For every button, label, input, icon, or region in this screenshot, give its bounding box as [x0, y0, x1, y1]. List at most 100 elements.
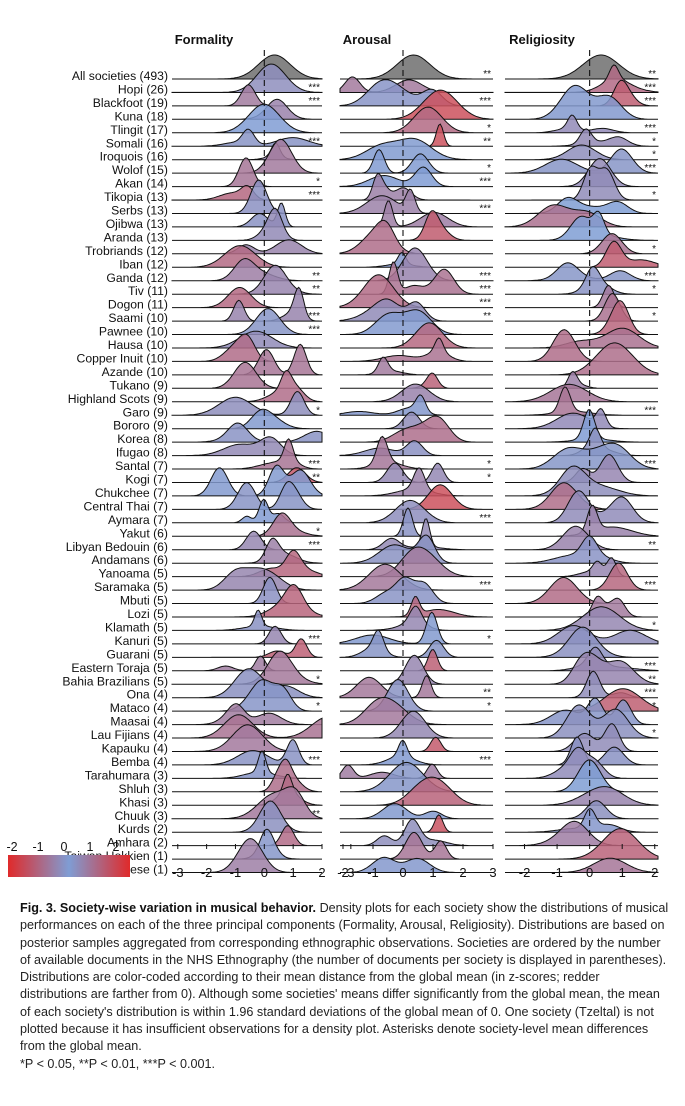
figure-caption: Fig. 3. Society-wise variation in musica… — [20, 900, 670, 1073]
density-ridge — [504, 262, 659, 282]
significance-stars: * — [652, 244, 656, 255]
significance-stars: ** — [648, 674, 656, 685]
density-ridge — [171, 257, 323, 282]
axis-tick-label: -1 — [367, 865, 379, 880]
density-ridge — [340, 739, 493, 766]
significance-stars: *** — [479, 284, 491, 295]
axis-tick-label: 2 — [318, 865, 325, 880]
density-ridge — [505, 857, 659, 873]
significance-stars: *** — [308, 459, 320, 470]
density-ridge — [172, 480, 323, 510]
panel-formality: Formality*******************************… — [171, 32, 354, 880]
significance-stars: *** — [308, 311, 320, 322]
legend-label: -1 — [32, 840, 43, 854]
society-label: Kapauku (4) — [102, 742, 168, 756]
density-ridge — [172, 286, 322, 322]
significance-stars: *** — [479, 755, 491, 766]
density-ridge — [505, 210, 658, 241]
society-label: Chuuk (3) — [114, 809, 168, 823]
significance-stars: * — [316, 405, 320, 416]
significance-stars: ** — [483, 136, 491, 147]
density-ridge — [339, 79, 493, 107]
society-label: Hopi (26) — [118, 82, 168, 96]
society-label: Eastern Toraja (5) — [71, 661, 168, 675]
society-label: Korea (8) — [117, 432, 168, 446]
panel-title: Arousal — [343, 32, 391, 47]
density-ridge — [505, 196, 658, 214]
density-ridge — [340, 309, 493, 335]
density-ridge — [505, 490, 659, 524]
density-ridgeline-figure: All societies (493)Hopi (26)Blackfoot (1… — [6, 32, 659, 880]
density-ridge — [505, 409, 658, 443]
density-ridge — [505, 504, 659, 537]
significance-stars: ** — [483, 311, 491, 322]
legend-label: -2 — [6, 840, 17, 854]
density-ridge — [340, 776, 493, 806]
legend-label: 0 — [61, 840, 68, 854]
significance-stars: *** — [644, 123, 656, 134]
significance-stars: *** — [308, 136, 320, 147]
significance-stars: * — [652, 311, 656, 322]
society-label: Bororo (9) — [113, 419, 168, 433]
density-ridge — [172, 838, 322, 873]
significance-stars: * — [487, 123, 491, 134]
society-label: Guarani (5) — [106, 647, 168, 661]
density-ridge — [171, 390, 323, 416]
density-ridge — [505, 828, 659, 860]
density-ridge — [340, 605, 493, 631]
society-label: Ganda (12) — [106, 271, 168, 285]
society-label: Khasi (3) — [119, 795, 168, 809]
society-label: Mbuti (5) — [120, 594, 168, 608]
density-ridge — [172, 157, 322, 188]
society-label: All societies (493) — [72, 69, 168, 83]
axis-tick-label: -1 — [230, 865, 242, 880]
significance-stars: *** — [479, 177, 491, 188]
society-label: Ojibwa (13) — [106, 217, 168, 231]
society-label: Iban (12) — [119, 257, 168, 271]
density-ridge — [339, 247, 494, 282]
society-label: Copper Inuit (10) — [77, 351, 168, 365]
significance-stars: * — [652, 620, 656, 631]
society-label: Lozi (5) — [127, 607, 168, 621]
density-ridge — [505, 759, 658, 793]
significance-stars: ** — [312, 271, 320, 282]
society-label: Trobriands (12) — [85, 244, 168, 258]
society-label: Santal (7) — [115, 459, 168, 473]
society-label: Tarahumara (3) — [85, 768, 168, 782]
society-label: Central Thai (7) — [84, 499, 168, 513]
density-ridge — [340, 499, 493, 524]
significance-stars: ** — [483, 69, 491, 80]
density-ridge — [504, 651, 659, 685]
society-label: Yakut (6) — [119, 526, 168, 540]
density-ridge — [505, 265, 658, 295]
density-ridge — [172, 308, 322, 335]
density-ridge — [340, 507, 493, 537]
density-ridge — [505, 557, 658, 578]
significance-stars: * — [652, 190, 656, 201]
significance-stars: ** — [312, 473, 320, 484]
society-label: Wolof (15) — [112, 163, 168, 177]
density-ridge — [340, 54, 493, 80]
significance-stars: ** — [483, 688, 491, 699]
density-ridge — [340, 356, 493, 376]
density-ridge — [505, 240, 659, 268]
density-ridge — [172, 638, 323, 658]
significance-stars: * — [652, 701, 656, 712]
society-label: Yanoama (5) — [98, 567, 168, 581]
significance-stars: *** — [644, 661, 656, 672]
density-ridge — [505, 786, 659, 806]
density-ridge — [505, 370, 658, 389]
density-ridge — [505, 606, 659, 631]
significance-stars: ** — [648, 69, 656, 80]
significance-stars: * — [652, 728, 656, 739]
significance-stars: *** — [479, 204, 491, 215]
density-ridge — [340, 736, 493, 752]
density-ridge — [505, 114, 658, 134]
axis-tick-label: 0 — [261, 865, 268, 880]
significance-stars: * — [652, 136, 656, 147]
significance-stars: *** — [479, 96, 491, 107]
society-label: Serbs (13) — [111, 204, 168, 218]
society-label: Kanuri (5) — [114, 634, 168, 648]
density-ridge — [172, 103, 322, 134]
society-label: Chukchee (7) — [95, 486, 168, 500]
